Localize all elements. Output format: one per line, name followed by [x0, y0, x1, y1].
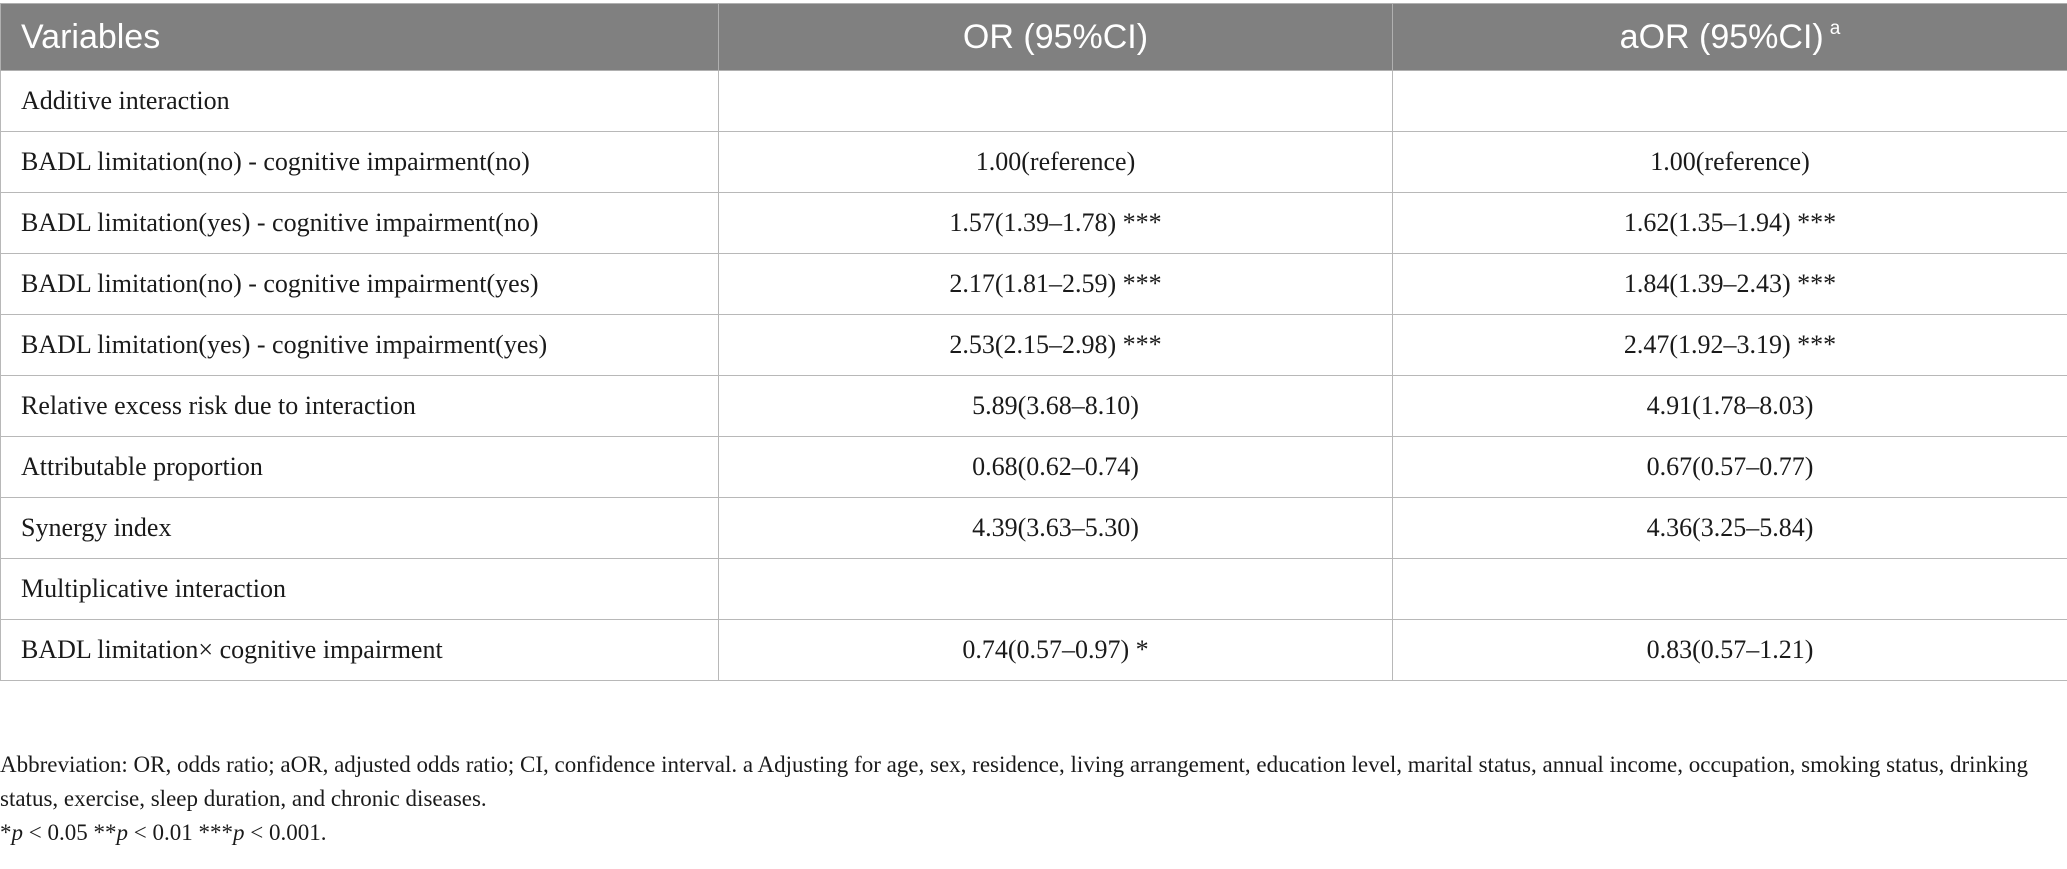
table-row: BADL limitation(no) - cognitive impairme… [0, 253, 2067, 315]
header-aor-label: aOR (95%CI) [1619, 17, 1824, 56]
abbreviation-note: Abbreviation: OR, odds ratio; aOR, adjus… [0, 752, 2028, 811]
table-body: Additive interaction BADL limitation(no) … [0, 70, 2067, 681]
aor-cell: 0.83(0.57–1.21) [1392, 619, 2067, 681]
header-aor: aOR (95%CI) a [1392, 3, 2067, 71]
variable-cell: Relative excess risk due to interaction [0, 375, 719, 437]
table-row: Additive interaction [0, 70, 2067, 132]
sig-p-3: p [232, 820, 245, 845]
or-cell [718, 70, 1393, 132]
aor-cell: 2.47(1.92–3.19) *** [1392, 314, 2067, 376]
variable-cell: BADL limitation(no) - cognitive impairme… [0, 253, 719, 315]
or-cell: 4.39(3.63–5.30) [718, 497, 1393, 559]
table-row: Relative excess risk due to interaction 5… [0, 375, 2067, 437]
sig-stars-1: * [0, 820, 12, 845]
table-row: Attributable proportion 0.68(0.62–0.74) 0.… [0, 436, 2067, 498]
variable-cell: Attributable proportion [0, 436, 719, 498]
aor-cell: 4.91(1.78–8.03) [1392, 375, 2067, 437]
aor-cell: 4.36(3.25–5.84) [1392, 497, 2067, 559]
header-row: Variables OR (95%CI) aOR (95%CI) a [0, 3, 2067, 71]
aor-cell: 1.84(1.39–2.43) *** [1392, 253, 2067, 315]
table-footnote: Abbreviation: OR, odds ratio; aOR, adjus… [0, 748, 2060, 850]
table-row: BADL limitation(no) - cognitive impairme… [0, 131, 2067, 193]
aor-cell [1392, 70, 2067, 132]
variable-cell: BADL limitation(no) - cognitive impairme… [0, 131, 719, 193]
or-cell [718, 558, 1393, 620]
table-wrapper: Variables OR (95%CI) aOR (95%CI) a Additi… [0, 3, 2067, 681]
table-row: Multiplicative interaction [0, 558, 2067, 620]
header-or: OR (95%CI) [718, 3, 1393, 71]
variable-cell: Multiplicative interaction [0, 558, 719, 620]
table-row: Synergy index 4.39(3.63–5.30) 4.36(3.25–5.… [0, 497, 2067, 559]
header-variables: Variables [0, 3, 719, 71]
or-cell: 1.00(reference) [718, 131, 1393, 193]
sig-threshold-2: < 0.01 [127, 820, 199, 845]
table-row: BADL limitation(yes) - cognitive impairm… [0, 314, 2067, 376]
table-row: BADL limitation× cognitive impairment 0.7… [0, 619, 2067, 681]
aor-cell [1392, 558, 2067, 620]
interaction-table: Variables OR (95%CI) aOR (95%CI) a Additi… [0, 3, 2067, 681]
or-cell: 2.53(2.15–2.98) *** [718, 314, 1393, 376]
significance-note: *p < 0.05 **p < 0.01 ***p < 0.001. [0, 816, 2060, 850]
variable-cell: BADL limitation(yes) - cognitive impairm… [0, 314, 719, 376]
aor-cell: 0.67(0.57–0.77) [1392, 436, 2067, 498]
table-header: Variables OR (95%CI) aOR (95%CI) a [0, 3, 2067, 71]
aor-cell: 1.00(reference) [1392, 131, 2067, 193]
or-cell: 0.68(0.62–0.74) [718, 436, 1393, 498]
or-cell: 2.17(1.81–2.59) *** [718, 253, 1393, 315]
aor-cell: 1.62(1.35–1.94) *** [1392, 192, 2067, 254]
or-cell: 1.57(1.39–1.78) *** [718, 192, 1393, 254]
sig-stars-3: *** [198, 820, 233, 845]
variable-cell: Additive interaction [0, 70, 719, 132]
or-cell: 5.89(3.68–8.10) [718, 375, 1393, 437]
table-row: BADL limitation(yes) - cognitive impairm… [0, 192, 2067, 254]
variable-cell: BADL limitation(yes) - cognitive impairm… [0, 192, 719, 254]
sig-p-2: p [116, 820, 128, 845]
variable-cell: Synergy index [0, 497, 719, 559]
sig-p-1: p [11, 820, 24, 845]
sig-threshold-3: < 0.001. [244, 820, 327, 845]
sig-stars-2: ** [93, 820, 117, 845]
sig-threshold-1: < 0.05 [23, 820, 94, 845]
header-note-marker: a [1829, 17, 1841, 39]
variable-cell: BADL limitation× cognitive impairment [0, 619, 719, 681]
or-cell: 0.74(0.57–0.97) * [718, 619, 1393, 681]
